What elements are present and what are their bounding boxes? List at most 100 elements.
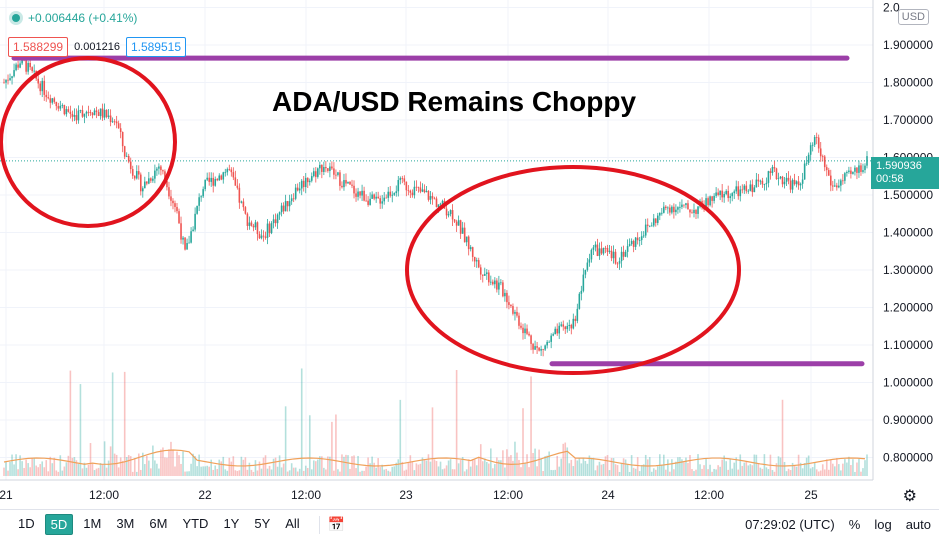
candle-body [71,113,74,117]
candle-body [55,101,58,107]
volume-bar [206,465,208,476]
volume-bar [331,421,333,476]
candle-body [29,62,31,68]
date-range-icon[interactable]: 📅 [327,516,346,532]
candle-body [371,194,373,199]
bid-price[interactable]: 1.588299 [8,37,69,57]
candle-body [562,324,565,327]
time-tick-label: 12:00 [291,488,321,502]
candle-body [262,235,265,237]
candle-body [807,154,810,163]
currency-button[interactable]: USD [897,9,929,25]
volume-bar [510,455,512,476]
candle-body [749,184,752,191]
volume-bar [850,465,852,476]
volume-bar [526,454,528,476]
candle-body [131,169,134,176]
volume-bar [79,384,82,476]
timeframe-1m[interactable]: 1M [83,516,102,531]
candle-body [721,190,723,198]
timeframe-5d[interactable]: 5D [44,514,74,535]
candle-body [236,185,239,188]
candle-body [244,207,247,214]
candle-body [146,181,148,184]
candle-body [139,174,142,192]
volume-bar [809,468,812,476]
candle-body [560,324,563,326]
timeframe-5y[interactable]: 5Y [254,516,271,531]
candle-body [270,223,273,234]
candle-body [634,237,637,247]
volume-bar [508,456,510,476]
candle-body [685,203,687,206]
volume-bar [864,460,866,476]
volume-bar [703,465,705,476]
volume-bar [421,457,424,476]
percent-scale-toggle[interactable]: % [848,517,861,532]
timeframe-1d[interactable]: 1D [18,516,35,531]
candle-body [508,302,510,305]
volume-bar [751,465,754,476]
annotation-circle-top-left [0,56,177,228]
volume-bar [506,449,508,476]
timeframe-6m[interactable]: 6M [149,516,168,531]
candle-body [500,282,502,284]
candle-body [413,186,416,196]
candle-body [715,192,717,196]
volume-bar [304,465,307,476]
candle-body [580,290,583,294]
candle-body [49,98,52,103]
candle-body [312,171,315,177]
candle-body [385,197,388,199]
candle-body [844,173,846,181]
candle-body [296,187,299,191]
volume-bar [665,469,667,476]
volume-bar [856,462,858,476]
candle-body [129,161,132,170]
candle-body [737,186,740,197]
log-scale-toggle[interactable]: log [874,517,892,532]
candle-body [11,76,13,79]
volume-bar [27,463,29,476]
timeframe-ytd[interactable]: YTD [182,516,209,531]
candle-body [681,204,683,207]
candle-body [759,180,762,182]
timeframe-1y[interactable]: 1Y [223,516,240,531]
volume-bar [737,469,740,476]
volume-bar [636,457,639,476]
volume-bar [735,457,738,476]
settings-gear-icon[interactable]: ⚙ [902,488,917,505]
volume-bar [83,462,86,476]
candle-body [532,343,534,350]
candle-body [658,212,661,216]
candle-body [13,70,15,77]
volume-bar [558,466,561,476]
candle-body [473,256,476,262]
volume-bar [451,469,454,476]
volume-bar [504,467,506,476]
volume-bar [455,369,458,476]
candle-body [363,190,365,201]
volume-bar [284,406,287,476]
timeframe-all[interactable]: All [285,516,300,531]
candle-body [214,179,217,186]
volume-bar [628,471,631,476]
ask-price[interactable]: 1.589515 [125,37,187,57]
volume-bar [75,460,78,476]
utc-clock[interactable]: 07:29:02 (UTC) [745,517,835,532]
volume-bar [41,461,44,476]
candle-body [212,177,215,186]
volume-bar [578,458,581,476]
candle-body [848,170,850,173]
candle-body [530,335,532,344]
timeframe-3m[interactable]: 3M [116,516,135,531]
volume-bar [188,471,190,476]
volume-bar [656,466,659,476]
volume-bar [387,470,390,476]
auto-scale-toggle[interactable]: auto [905,517,931,532]
volume-bar [11,454,13,476]
candle-body [276,214,279,224]
volume-bar [57,471,60,476]
candle-body [789,180,792,190]
